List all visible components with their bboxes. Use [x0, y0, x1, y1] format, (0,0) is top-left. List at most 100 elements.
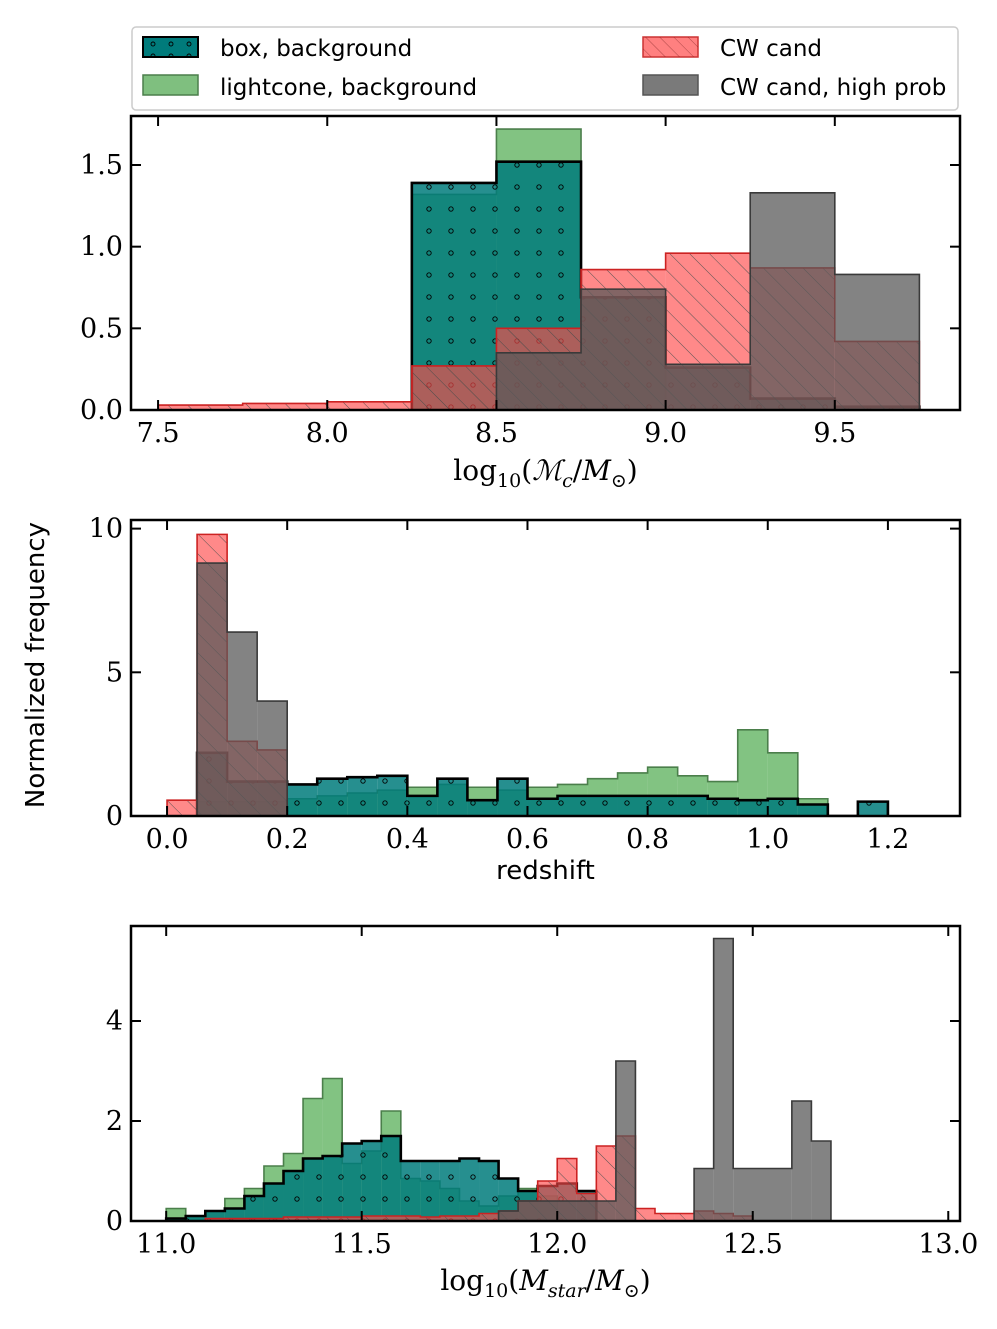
bar-hatch-box — [361, 1141, 382, 1221]
bar-hatch-box — [497, 778, 528, 816]
legend: box, background lightcone, background CW… — [131, 26, 959, 111]
x-tick-label: 0.4 — [386, 824, 429, 855]
panel-redshift: 0.0 0.2 0.4 0.6 0.8 1.0 1.2 0 5 10 redshift — [89, 514, 962, 886]
bar-hatch-box — [342, 1143, 362, 1221]
bar-hatch-box — [185, 1216, 206, 1221]
x-tick-label: 12.5 — [723, 1229, 783, 1260]
bar-hatch-cw — [327, 401, 412, 410]
bar-cwhigh — [713, 938, 734, 1221]
legend-label-cw: CW cand — [720, 36, 822, 62]
bar-hatch-cw — [654, 1213, 675, 1221]
bar-hatch-box — [439, 1161, 460, 1221]
x-axis-label: redshift — [496, 856, 595, 886]
bar-hatch-box — [381, 1136, 401, 1221]
outline-cwhigh — [196, 562, 288, 816]
bar-hatch-box — [283, 1171, 304, 1221]
x-tick-label: 0.6 — [506, 824, 549, 855]
bar-hatch-box — [459, 1158, 480, 1221]
bar-hatch-box — [205, 1211, 225, 1221]
bar-hatch-box — [767, 798, 798, 816]
bar-cwhigh — [518, 1201, 616, 1221]
legend-swatch-box-hatch — [143, 37, 198, 57]
bar-hatch-box — [527, 798, 558, 816]
series-cwhigh — [196, 562, 288, 816]
bar-cwhigh — [834, 274, 920, 410]
x-tick-label: 11.5 — [332, 1229, 392, 1260]
legend-label-box: box, background — [220, 36, 412, 62]
x-tick-label: 8.5 — [475, 418, 518, 449]
x-tick-label: 1.0 — [746, 824, 789, 855]
bar-hatch-cw — [411, 365, 497, 410]
bar-hatch-cw — [167, 800, 198, 816]
bar-hatch-box — [707, 798, 738, 816]
bar-hatch-cw — [242, 403, 328, 410]
bar-hatch-box — [347, 777, 378, 816]
bar-hatch-cw — [479, 1213, 499, 1221]
axes-frame — [129, 924, 962, 1223]
bar-hatch-box — [467, 800, 498, 816]
bar-hatch-box — [322, 1156, 343, 1221]
x-tick-label: 0.0 — [146, 824, 189, 855]
x-tick-label: 1.2 — [866, 824, 909, 855]
outline-box — [164, 1134, 598, 1221]
bar-cwhigh — [733, 1168, 792, 1221]
y-tick-label: 1.5 — [80, 150, 123, 181]
bar-hatch-box — [420, 1161, 440, 1221]
outline-cwhigh — [497, 937, 832, 1221]
bar-hatch-cw — [158, 405, 243, 410]
bar-hatch-cw — [381, 1216, 401, 1221]
bar-hatch-box — [377, 775, 408, 816]
bar-hatch-box — [287, 784, 318, 816]
legend-item-lightcone: lightcone, background — [142, 74, 477, 101]
legend-swatch-cwhigh — [642, 74, 699, 96]
panel-stellar-mass: 11.0 11.5 12.0 12.5 13.0 0 2 4 log10(Mstar/M⊙) — [106, 924, 978, 1302]
bar-hatch-box — [737, 800, 768, 816]
x-tick-label: 0.8 — [626, 824, 669, 855]
bar-cwhigh — [791, 1101, 812, 1221]
bar-cwhigh — [694, 1168, 714, 1221]
bar-hatch-cw — [322, 1217, 343, 1221]
bar-hatch-box — [400, 1161, 421, 1221]
bar-cwhigh — [498, 1211, 519, 1221]
plot-area — [164, 937, 832, 1221]
bar-hatch-box — [317, 778, 348, 816]
x-tick-label: 7.5 — [137, 418, 180, 449]
bar-cwhigh — [227, 632, 258, 816]
bar-hatch-box — [557, 795, 708, 816]
bar-hatch-cw — [283, 1217, 304, 1221]
legend-swatch-cw-hatch — [643, 37, 698, 57]
plot-area — [166, 533, 890, 816]
x-axis-label: log10(Mstar/M⊙) — [440, 1264, 650, 1302]
axes-frame — [129, 114, 962, 412]
y-tick-label: 1.0 — [80, 232, 123, 263]
x-axis-label: log10(ℳc/M⊙) — [453, 454, 637, 492]
outline-box — [195, 751, 890, 816]
outline-cwhigh — [495, 191, 921, 410]
bar-cwhigh — [581, 289, 666, 410]
bar-cwhigh — [615, 1061, 636, 1221]
legend-item-box: box, background — [142, 36, 412, 62]
bar-cwhigh — [496, 352, 582, 410]
x-tick-label: 8.0 — [306, 418, 349, 449]
series-cwhigh — [497, 937, 832, 1221]
x-tick-label: 0.2 — [266, 824, 309, 855]
bar-hatch-box — [303, 1158, 323, 1221]
bar-hatch-box — [857, 801, 888, 816]
bar-hatch-cw — [303, 1217, 323, 1221]
bar-cwhigh — [257, 701, 288, 816]
y-tick-label: 0.5 — [80, 313, 123, 344]
bar-hatch-cw — [635, 1208, 655, 1221]
y-tick-label: 0 — [106, 1206, 123, 1237]
series-box — [164, 1134, 598, 1221]
legend-item-cw: CW cand — [642, 36, 822, 62]
legend-swatch-lightcone — [142, 74, 199, 96]
bar-hatch-box — [407, 795, 438, 816]
plot-area — [157, 128, 921, 410]
bar-hatch-box — [244, 1196, 264, 1221]
bar-hatch-box — [797, 804, 828, 816]
bar-cwhigh — [750, 192, 835, 410]
bar-hatch-cw — [361, 1216, 382, 1221]
legend-label-cwhigh: CW cand, high prob — [720, 75, 946, 101]
x-tick-label: 11.0 — [136, 1229, 196, 1260]
